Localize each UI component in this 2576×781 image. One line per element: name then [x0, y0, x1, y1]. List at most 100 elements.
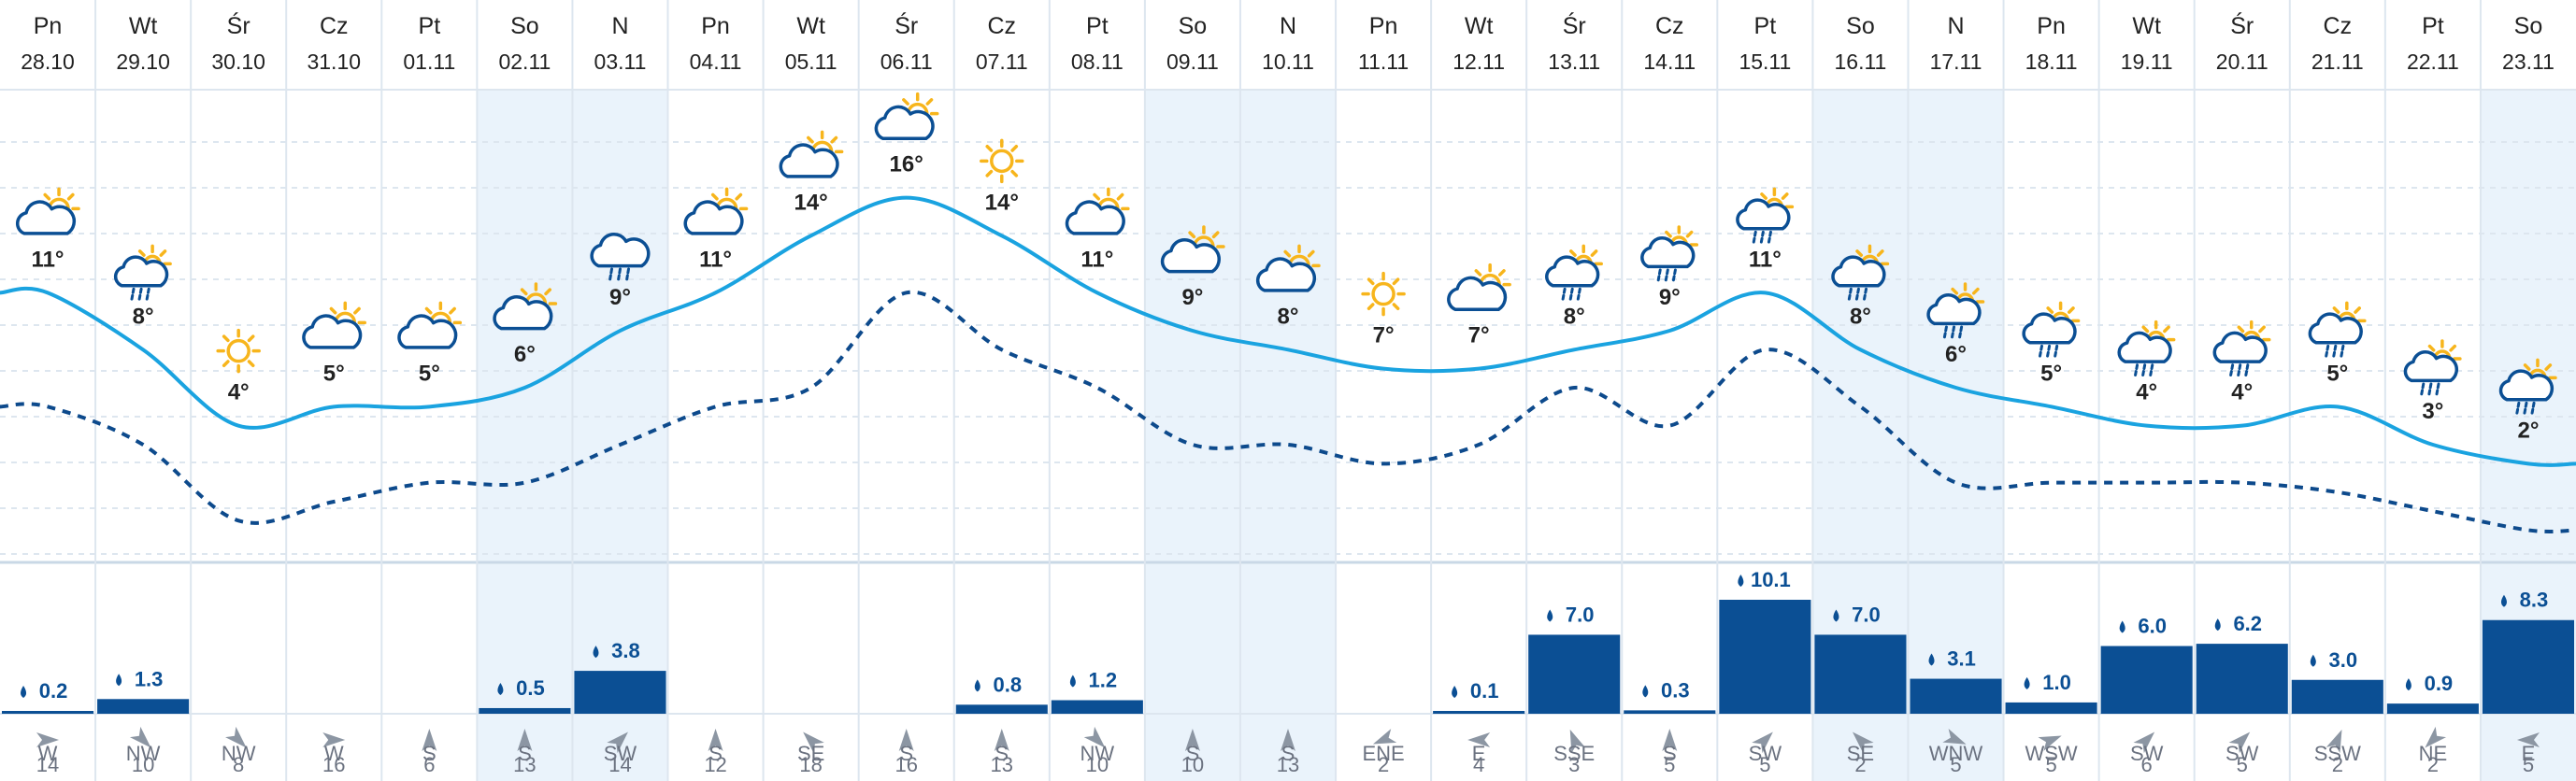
date-label: 02.11: [498, 50, 551, 74]
precip-bar: [2291, 679, 2383, 714]
temperature-label: 4°: [228, 380, 250, 405]
precip-bar: [2100, 646, 2193, 714]
day-column: So 09.11 9° S10: [1166, 13, 1219, 776]
date-label: 12.11: [1453, 50, 1505, 74]
partly-cloudy-icon: [779, 130, 844, 178]
wind-direction-label: S: [1663, 742, 1677, 765]
precip-label: 0.8: [993, 673, 1022, 696]
day-of-week-label: Cz: [1655, 13, 1684, 39]
raindrop-icon: [116, 674, 122, 687]
precip-label: 0.5: [516, 676, 545, 700]
sun-cloud-rain-icon: [2022, 301, 2081, 358]
temperature-label: 4°: [2136, 380, 2157, 405]
date-label: 19.11: [2121, 50, 2173, 74]
wind-arrow-icon: [803, 731, 824, 754]
day-column: Pt 01.11 5° S6: [403, 13, 455, 776]
precip-label: 1.3: [135, 667, 164, 690]
day-column: Cz 14.11 9° 0.3 S5: [1624, 13, 1716, 776]
raindrop-icon: [2214, 618, 2221, 632]
day-of-week-label: N: [611, 13, 628, 39]
wind-speed-label: 13: [513, 753, 536, 776]
day-column: Pn 28.10 11° 0.2 W14: [2, 13, 94, 776]
temperature-label: 8°: [1850, 304, 1871, 329]
day-of-week-label: Śr: [894, 11, 918, 39]
raindrop-icon: [2119, 620, 2125, 633]
date-label: 21.11: [2311, 50, 2364, 74]
date-label: 04.11: [690, 50, 742, 74]
temperature-label: 8°: [1278, 304, 1299, 329]
temperature-label: 2°: [2517, 418, 2539, 443]
temperature-label: 6°: [514, 342, 536, 367]
temperature-label: 4°: [2231, 380, 2253, 405]
date-label: 03.11: [594, 50, 647, 74]
day-of-week-label: Wt: [129, 13, 158, 39]
temperature-label: 5°: [2326, 361, 2348, 386]
precip-bar: [2482, 619, 2574, 714]
raindrop-icon: [1069, 674, 1076, 688]
wind-arrow-icon: [1184, 729, 1200, 751]
precip-label: 0.9: [2425, 672, 2454, 695]
raindrop-icon: [593, 646, 599, 659]
partly-cloudy-icon: [1160, 225, 1225, 274]
day-columns: Pn28.1011°0.2W14Wt29.108°1.3NW10Śr30.104…: [2, 11, 2574, 776]
temperature-label: 9°: [1659, 285, 1681, 310]
date-label: 15.11: [1739, 50, 1791, 74]
wind-direction-label: SSE: [1553, 742, 1595, 765]
wind-speed-label: 10: [1181, 753, 1204, 776]
wind-direction-label: E: [1472, 742, 1486, 765]
weekend-column-bg: [477, 90, 573, 781]
wind-direction-label: NW: [222, 742, 256, 765]
wind-speed-label: 2: [2332, 753, 2343, 776]
precip-bar: [2386, 703, 2479, 714]
wind-speed-label: 10: [1086, 753, 1109, 776]
temperature-label: 11°: [1080, 247, 1113, 272]
wind-direction-label: NW: [126, 742, 161, 765]
sun-cloud-rain-icon: [1736, 187, 1795, 244]
wind-arrow-icon: [2228, 731, 2251, 754]
wind-speed-label: 8: [233, 753, 244, 776]
weekend-column-bg: [1908, 90, 2004, 781]
day-of-week-label: So: [1179, 13, 1208, 39]
precip-bar: [2196, 644, 2288, 714]
wind-direction-label: SE: [1847, 742, 1874, 765]
wind-speed-label: 6: [2141, 753, 2153, 776]
wind-direction-label: S: [899, 742, 913, 765]
date-label: 29.10: [116, 50, 170, 74]
wind-direction-label: S: [518, 742, 532, 765]
partly-cloudy-icon: [683, 187, 749, 235]
date-label: 14.11: [1643, 50, 1696, 74]
wind-speed-label: 5: [2045, 753, 2056, 776]
wind-arrow-icon: [2326, 729, 2342, 754]
wind-arrow-icon: [422, 729, 437, 751]
wind-arrow-icon: [607, 731, 628, 754]
wind-speed-label: 14: [36, 753, 59, 776]
precip-bar: [1624, 710, 1716, 714]
feels-like-line: [0, 290, 2576, 533]
date-label: 20.11: [2216, 50, 2268, 74]
wind-arrow-icon: [1752, 731, 1773, 754]
raindrop-icon: [1452, 686, 1458, 698]
sun-cloud-rain-icon: [1926, 282, 1985, 339]
day-of-week-label: Pt: [1086, 13, 1109, 39]
precip-label: 1.0: [2042, 671, 2071, 694]
sun-icon: [980, 138, 1024, 184]
precip-bar: [574, 671, 666, 714]
day-column: Cz 07.11 14° 0.8 S13: [955, 13, 1048, 776]
wind-direction-label: NE: [2419, 742, 2448, 765]
precip-bar: [2005, 702, 2097, 714]
day-of-week-label: Cz: [320, 13, 349, 39]
weekend-column-bg: [572, 90, 668, 781]
wind-arrow-icon: [994, 729, 1009, 751]
raindrop-icon: [2310, 654, 2316, 667]
precip-label: 3.0: [2329, 648, 2358, 672]
sun-icon: [216, 328, 261, 374]
date-label: 06.11: [880, 50, 933, 74]
temperature-label: 16°: [890, 152, 923, 178]
day-of-week-label: So: [510, 13, 539, 39]
day-of-week-label: Pn: [701, 13, 730, 39]
wind-arrow-icon: [2038, 735, 2062, 751]
precip-bar: [1051, 700, 1143, 714]
